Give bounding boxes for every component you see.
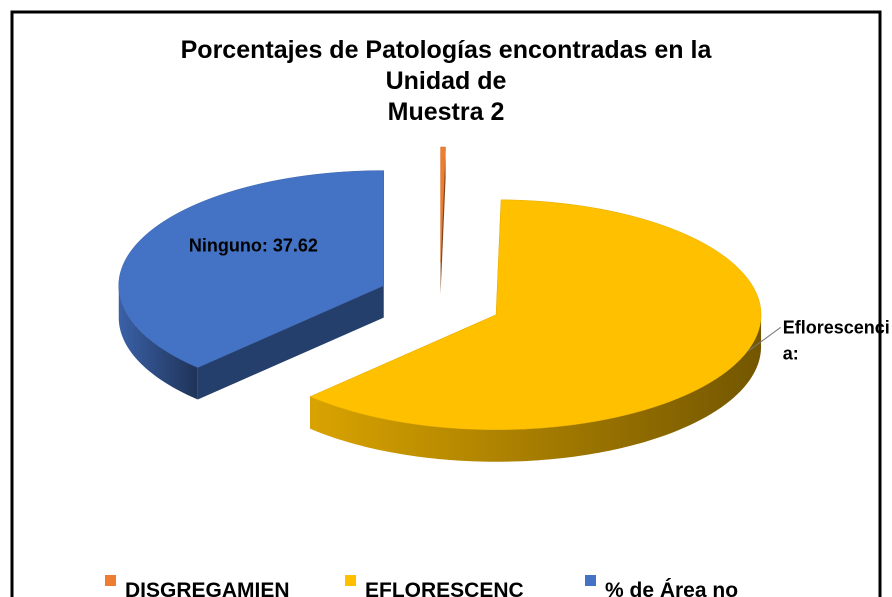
legend-label: % de Área no — [605, 579, 738, 597]
slice-side — [118, 285, 198, 400]
legend-label: DISGREGAMIEN — [125, 579, 290, 597]
slice-top — [309, 199, 762, 430]
data-label: Eflorescenci a: — [783, 317, 892, 363]
slice-top — [440, 146, 446, 263]
leader-line — [747, 326, 782, 352]
slice — [440, 146, 446, 295]
data-label: Ninguno: 37.62 — [189, 236, 318, 256]
slice-wall — [440, 147, 446, 295]
legend-swatch — [585, 575, 596, 586]
legend-swatch — [345, 575, 356, 586]
chart-title: Porcentajes de Patologías encontradas en… — [181, 36, 713, 64]
legend-label: EFLORESCENC — [365, 579, 524, 597]
legend-swatch — [105, 575, 116, 586]
chart-title: Muestra 2 — [388, 98, 505, 126]
chart-title: Unidad de — [386, 67, 507, 95]
slice-side — [310, 314, 762, 462]
slice-top — [118, 170, 384, 368]
slice — [309, 199, 762, 462]
slice — [118, 170, 384, 400]
slice-wall — [197, 285, 384, 400]
